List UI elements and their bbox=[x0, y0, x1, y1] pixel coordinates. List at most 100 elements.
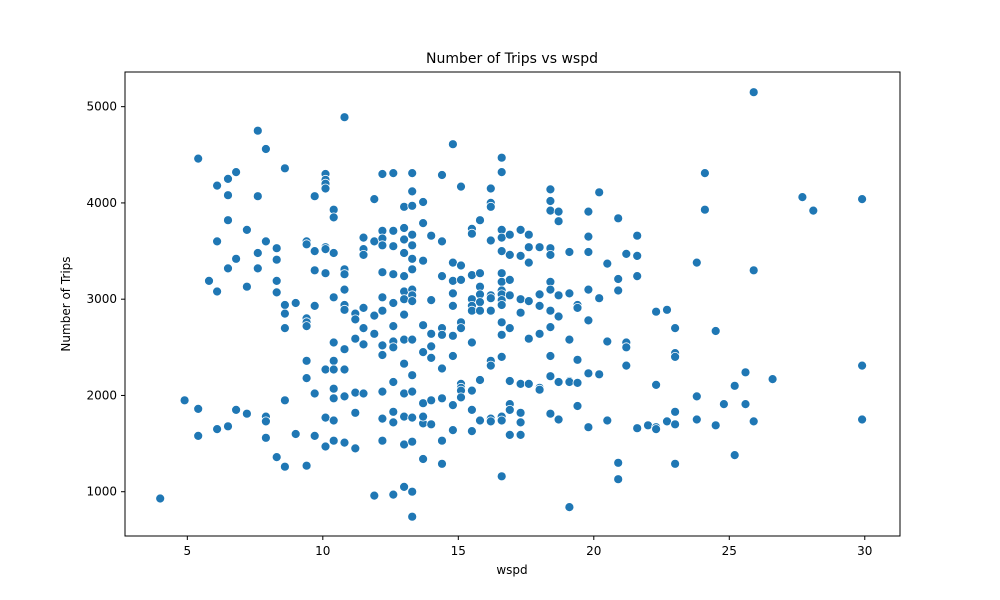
scatter-point bbox=[377, 413, 388, 424]
scatter-point bbox=[301, 321, 312, 332]
scatter-point bbox=[545, 249, 556, 260]
scatter-point bbox=[388, 342, 399, 353]
scatter-point bbox=[426, 341, 437, 352]
scatter-point bbox=[553, 216, 564, 227]
scatter-point bbox=[602, 258, 613, 269]
scatter-point bbox=[377, 340, 388, 351]
scatter-point bbox=[447, 351, 458, 361]
scatter-point bbox=[309, 388, 320, 399]
scatter-point bbox=[456, 274, 466, 285]
scatter-point bbox=[377, 267, 388, 278]
x-tick-label: 20 bbox=[586, 544, 601, 558]
scatter-point bbox=[437, 363, 447, 374]
scatter-point bbox=[496, 246, 507, 257]
scatter-point bbox=[320, 441, 331, 452]
scatter-point bbox=[377, 435, 388, 446]
scatter-point bbox=[328, 383, 339, 394]
chart-title: Number of Trips vs wspd bbox=[426, 51, 598, 67]
scatter-point bbox=[504, 376, 515, 386]
scatter-point bbox=[358, 339, 369, 350]
scatter-point bbox=[797, 192, 808, 203]
scatter-point bbox=[447, 300, 458, 311]
scatter-point bbox=[504, 229, 515, 240]
scatter-point bbox=[407, 412, 418, 423]
scatter-point bbox=[594, 369, 605, 380]
scatter-point bbox=[437, 329, 447, 340]
scatter-point bbox=[260, 416, 271, 427]
scatter-point bbox=[388, 417, 399, 428]
y-tick-label: 4000 bbox=[86, 196, 117, 210]
scatter-point bbox=[231, 167, 242, 178]
scatter-point bbox=[328, 248, 339, 258]
scatter-point bbox=[572, 401, 583, 411]
x-tick-label: 10 bbox=[315, 544, 330, 558]
scatter-point bbox=[534, 289, 545, 300]
scatter-point bbox=[418, 454, 429, 464]
scatter-point bbox=[271, 287, 282, 298]
scatter-point bbox=[358, 232, 369, 243]
scatter-point bbox=[437, 170, 447, 180]
scatter-point bbox=[594, 187, 605, 198]
scatter-point bbox=[447, 257, 458, 268]
scatter-point bbox=[485, 416, 496, 427]
scatter-point bbox=[223, 215, 233, 226]
scatter-point bbox=[407, 229, 418, 240]
scatter-point bbox=[320, 183, 331, 194]
scatter-point bbox=[504, 404, 515, 415]
scatter-point bbox=[447, 330, 458, 341]
scatter-point bbox=[553, 414, 564, 425]
scatter-point bbox=[369, 310, 380, 321]
scatter-point bbox=[523, 257, 534, 268]
scatter-point bbox=[223, 190, 233, 201]
scatter-point bbox=[564, 502, 575, 513]
scatter-point bbox=[290, 429, 301, 439]
scatter-point bbox=[377, 386, 388, 397]
scatter-point bbox=[388, 406, 399, 417]
scatter-point bbox=[369, 328, 380, 339]
scatter-point bbox=[534, 384, 545, 395]
y-tick-label: 5000 bbox=[86, 100, 117, 114]
scatter-point bbox=[740, 399, 751, 410]
scatter-point bbox=[523, 242, 534, 253]
scatter-point bbox=[545, 371, 556, 382]
scatter-point bbox=[632, 423, 643, 434]
scatter-point bbox=[545, 184, 556, 195]
scatter-point bbox=[466, 404, 477, 415]
scatter-point bbox=[399, 358, 410, 369]
scatter-point bbox=[613, 474, 624, 485]
scatter-point bbox=[377, 169, 388, 179]
scatter-point bbox=[447, 400, 458, 411]
scatter-point bbox=[583, 368, 594, 379]
scatter-point bbox=[418, 411, 429, 422]
scatter-point bbox=[523, 229, 534, 240]
scatter-point bbox=[399, 294, 410, 305]
scatter-point bbox=[572, 377, 583, 388]
scatter-point bbox=[212, 180, 223, 191]
scatter-point bbox=[515, 250, 526, 261]
scatter-point bbox=[399, 439, 410, 450]
scatter-point bbox=[534, 242, 545, 253]
scatter-point bbox=[193, 153, 204, 164]
x-tick-label: 5 bbox=[184, 544, 192, 558]
scatter-point bbox=[748, 87, 759, 98]
scatter-point bbox=[320, 364, 331, 375]
scatter-point bbox=[583, 284, 594, 295]
scatter-point bbox=[252, 263, 263, 274]
scatter-point bbox=[426, 395, 437, 406]
scatter-point bbox=[369, 236, 380, 247]
scatter-point bbox=[496, 351, 507, 362]
y-tick-label: 3000 bbox=[86, 292, 117, 306]
scatter-point bbox=[279, 163, 290, 174]
x-axis-label: wspd bbox=[496, 563, 527, 577]
scatter-point bbox=[564, 377, 575, 387]
scatter-point bbox=[515, 224, 526, 235]
scatter-point bbox=[602, 415, 613, 426]
scatter-point bbox=[223, 263, 233, 274]
scatter-point bbox=[388, 377, 399, 387]
scatter-point bbox=[447, 275, 458, 286]
scatter-point bbox=[496, 317, 507, 328]
scatter-point bbox=[407, 240, 418, 251]
x-tick-label: 30 bbox=[857, 544, 872, 558]
scatter-point bbox=[515, 378, 526, 389]
scatter-point bbox=[496, 167, 507, 178]
